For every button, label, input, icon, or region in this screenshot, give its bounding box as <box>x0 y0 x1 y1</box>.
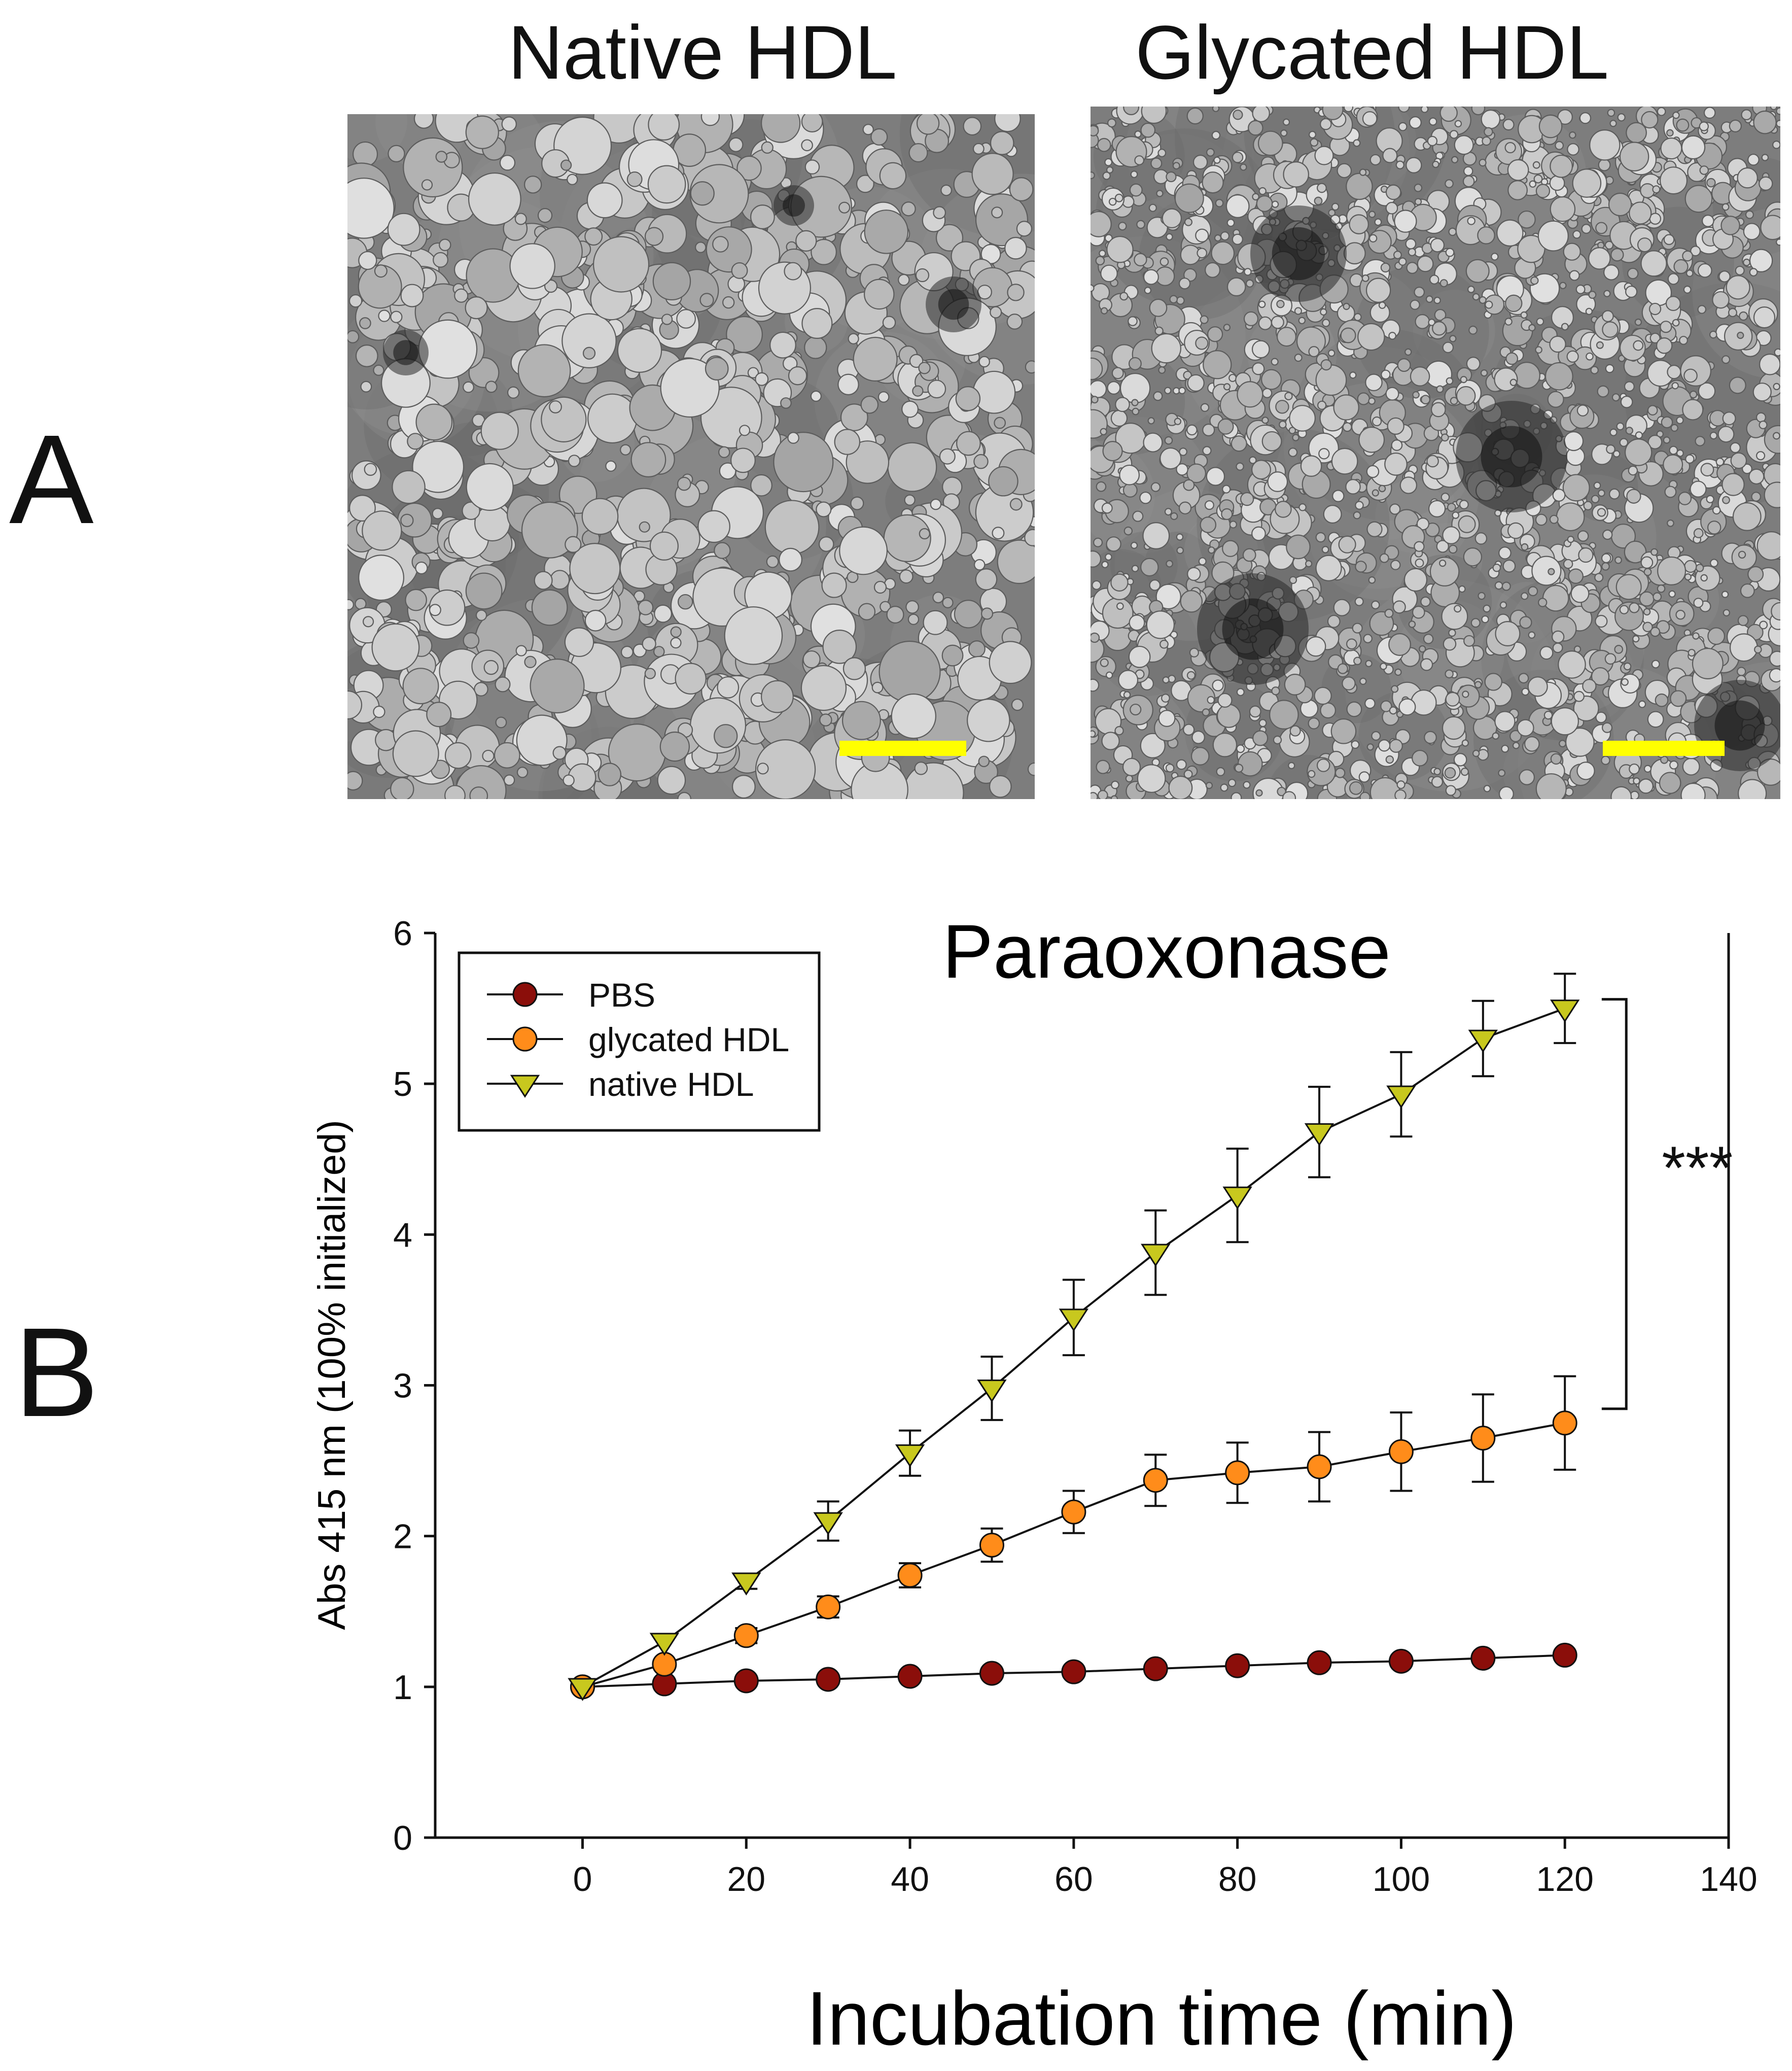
data-point <box>1061 1499 1086 1525</box>
micrograph-texture <box>1091 107 1780 799</box>
data-point <box>1222 1186 1252 1210</box>
native-scale-bar <box>839 741 966 756</box>
micrograph-texture <box>347 114 1035 799</box>
x-tick-label: 40 <box>891 1860 929 1899</box>
data-point <box>1550 999 1580 1023</box>
data-point <box>731 1572 761 1596</box>
bracket-line <box>1601 998 1628 1410</box>
data-point <box>1470 1426 1496 1451</box>
legend-marker <box>512 982 538 1007</box>
significance-bracket: *** <box>1601 998 1733 1410</box>
chart-axes: 0 20 40 60 80 100 120 140 0 1 2 3 4 5 6 <box>393 914 1758 1899</box>
y-tick-label: 3 <box>393 1367 412 1405</box>
legend-label: glycated HDL <box>588 1021 789 1058</box>
y-tick-label: 6 <box>393 914 412 953</box>
data-point <box>1388 1439 1414 1464</box>
data-point <box>1388 1648 1414 1674</box>
chart-series <box>568 973 1580 1701</box>
data-point <box>652 1651 677 1677</box>
panel-a-label: A <box>9 408 94 550</box>
native-hdl-micrograph <box>347 114 1035 799</box>
data-point <box>895 1444 925 1468</box>
data-point <box>1304 1123 1334 1147</box>
data-point <box>1143 1468 1168 1493</box>
chart-title: Paraoxonase <box>942 909 1391 994</box>
data-point <box>816 1667 841 1692</box>
data-point <box>1468 1029 1498 1053</box>
x-tick-label: 140 <box>1700 1860 1757 1899</box>
chart-legend: PBS glycated HDL native HDL <box>458 951 821 1132</box>
data-point <box>816 1594 841 1619</box>
glycated-scale-bar <box>1603 741 1725 756</box>
x-axis-label: Incubation time (min) <box>806 1976 1517 2061</box>
data-point <box>1552 1642 1577 1668</box>
paraoxonase-chart: 0 20 40 60 80 100 120 140 0 1 2 3 4 5 6 PBS glycated HD… <box>310 909 1758 2061</box>
data-point <box>1225 1460 1250 1486</box>
data-point <box>1470 1645 1496 1671</box>
legend-marker <box>512 1026 538 1052</box>
data-point <box>1386 1085 1416 1109</box>
data-point <box>897 1563 923 1588</box>
panel-b-label: B <box>14 1301 99 1443</box>
x-tick-label: 80 <box>1218 1860 1257 1899</box>
data-point <box>979 1661 1004 1686</box>
native-hdl-title: Native HDL <box>508 10 897 95</box>
y-tick-label: 1 <box>393 1668 412 1707</box>
legend-marker <box>510 1075 540 1098</box>
series-pbs <box>570 1642 1577 1700</box>
series-line <box>582 1422 1565 1688</box>
y-tick-label: 5 <box>393 1065 412 1103</box>
glycated-hdl-micrograph <box>1091 107 1780 799</box>
data-point <box>1143 1656 1168 1681</box>
significance-label: *** <box>1662 1134 1733 1202</box>
data-point <box>1141 1244 1171 1267</box>
data-point <box>733 1623 759 1648</box>
glycated-hdl-title: Glycated HDL <box>1135 10 1609 95</box>
y-tick-label: 2 <box>393 1517 412 1556</box>
data-point <box>1552 1410 1577 1436</box>
data-point <box>1061 1659 1086 1684</box>
x-tick-label: 120 <box>1536 1860 1593 1899</box>
data-point <box>897 1664 923 1689</box>
series-native-hdl <box>568 973 1580 1701</box>
series-glycated-hdl <box>570 1375 1577 1700</box>
x-tick-label: 20 <box>727 1860 765 1899</box>
data-point <box>1307 1454 1332 1479</box>
y-tick-label: 4 <box>393 1216 412 1254</box>
data-point <box>979 1532 1004 1558</box>
data-point <box>1225 1653 1250 1678</box>
x-tick-label: 0 <box>573 1860 592 1899</box>
data-point <box>649 1633 680 1656</box>
legend-label: native HDL <box>588 1065 754 1103</box>
data-point <box>813 1512 843 1535</box>
data-point <box>1059 1308 1089 1332</box>
data-point <box>568 1678 598 1701</box>
data-point <box>977 1379 1007 1403</box>
data-point <box>1307 1650 1332 1675</box>
x-tick-label: 60 <box>1055 1860 1093 1899</box>
y-tick-label: 0 <box>393 1819 412 1857</box>
legend-label: PBS <box>588 976 655 1014</box>
x-tick-label: 100 <box>1373 1860 1430 1899</box>
data-point <box>733 1668 759 1694</box>
y-axis-label: Abs 415 nm (100% initialized) <box>310 1120 354 1630</box>
